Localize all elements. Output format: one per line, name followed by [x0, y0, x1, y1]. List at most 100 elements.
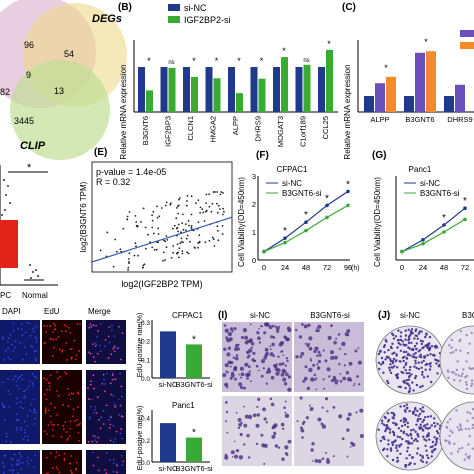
micro-cell: [65, 431, 68, 433]
scatter-point: [177, 205, 179, 208]
micro-cell: [9, 393, 11, 395]
colony-spot: [395, 354, 398, 357]
colony-spot: [381, 360, 385, 364]
transwell-cell: [302, 379, 306, 383]
micro-cell: [22, 358, 25, 361]
colony-spot: [391, 416, 394, 419]
ytick-h2: 0.2: [141, 438, 150, 445]
transwell-cell: [284, 364, 287, 367]
micro-cell: [19, 461, 21, 464]
colony-spot: [412, 353, 416, 356]
micro-cell: [112, 425, 115, 427]
scatter-point: [143, 263, 146, 266]
colony-spot: [394, 423, 397, 427]
transwell-cell: [332, 455, 335, 458]
bar-b-MOGAT3-0: [273, 67, 280, 112]
micro-cell: [28, 380, 31, 382]
scatter-point: [128, 211, 131, 213]
micro-cell: [78, 424, 80, 426]
micro-cell: [64, 371, 67, 374]
colony-spot: [447, 441, 451, 444]
colony-spot: [429, 365, 432, 368]
scatter-point: [158, 215, 161, 218]
transwell-cell: [326, 410, 329, 413]
micro-cell: [57, 336, 60, 338]
colony-spot: [464, 427, 467, 431]
transwell-cell: [333, 340, 337, 345]
scatter-point: [185, 229, 187, 232]
transwell-cell: [307, 323, 311, 327]
micro-cell: [66, 439, 69, 441]
colony-spot: [397, 329, 400, 332]
sig-c-1: *: [424, 37, 428, 47]
colony-spot: [425, 461, 428, 464]
colony-spot: [426, 423, 429, 426]
colony-spot: [406, 425, 410, 429]
micro-tile: [42, 320, 82, 364]
transwell-cell: [271, 324, 275, 328]
micro-cell: [96, 352, 99, 355]
micro-cell: [5, 440, 8, 443]
colony-dish: [439, 401, 474, 471]
marker-f-lines-0: [283, 236, 287, 240]
transwell-cell: [316, 329, 320, 333]
scatter-annotation-p: p-value = 1.4e-05: [96, 167, 166, 177]
micro-cell: [24, 395, 27, 398]
transwell-cell: [229, 327, 234, 331]
micro-cell: [68, 326, 70, 329]
transwell-cell: [229, 365, 232, 368]
micro-cell: [92, 411, 95, 414]
bar-h1-0: [160, 331, 176, 378]
colony-spot: [385, 427, 388, 431]
micro-cell: [76, 391, 79, 394]
micro-cell: [99, 427, 102, 430]
transwell-cell: [303, 376, 308, 381]
micro-cell: [34, 357, 37, 360]
transwell-cell: [232, 356, 235, 359]
colony-spot: [416, 447, 420, 450]
transwell-cell: [281, 368, 286, 374]
bar-c-ALPP-0: [364, 96, 374, 112]
micro-cell: [108, 418, 111, 421]
transwell-cell: [283, 406, 286, 410]
legend-b: si-NC IGF2BP2-si: [168, 3, 231, 25]
transwell-cell: [359, 408, 364, 413]
micro-cell: [17, 459, 20, 461]
colony-spot: [405, 343, 408, 347]
colony-spot: [449, 351, 452, 355]
colony-spot: [377, 361, 381, 364]
transwell-cell: [223, 347, 227, 351]
transwell-cell: [246, 377, 249, 380]
scatter-point: [178, 198, 180, 201]
transwell-cell: [309, 357, 312, 360]
chart-b-bars: * ns * * * * * ns *: [138, 39, 333, 112]
xlabel-b-IGF2BP3: IGF2BP3: [164, 116, 173, 147]
micro-cell: [104, 469, 107, 471]
scatter-point: [116, 250, 118, 253]
micro-cell: [49, 452, 52, 455]
sig-h1: *: [192, 334, 196, 345]
colony-spot: [407, 335, 411, 339]
colony-spot: [464, 453, 468, 456]
micro-cell: [92, 434, 95, 437]
scatter-point: [216, 191, 219, 193]
xlabel-b-C1orf189: C1orf189: [299, 116, 308, 147]
chart-c-xlabels: ALPP B3GNT6 DHRS9: [370, 115, 472, 124]
micro-cell: [66, 359, 68, 361]
colony-spot: [413, 365, 416, 368]
colony-spot: [405, 372, 408, 375]
transwell-cell: [227, 360, 231, 364]
transwell-cell: [223, 324, 227, 327]
micro-cell: [110, 353, 113, 356]
micro-cell: [33, 409, 36, 412]
scatter-point: [152, 210, 155, 213]
scatter-point: [178, 256, 180, 259]
bar-b-HMGA2-1: [213, 78, 221, 112]
transwell-cell: [316, 366, 321, 370]
transwell-cell: [246, 433, 250, 438]
micro-cell: [29, 409, 31, 412]
transwell-cell: [308, 336, 313, 341]
colony-spot: [461, 372, 464, 375]
colony-spot: [416, 433, 419, 436]
